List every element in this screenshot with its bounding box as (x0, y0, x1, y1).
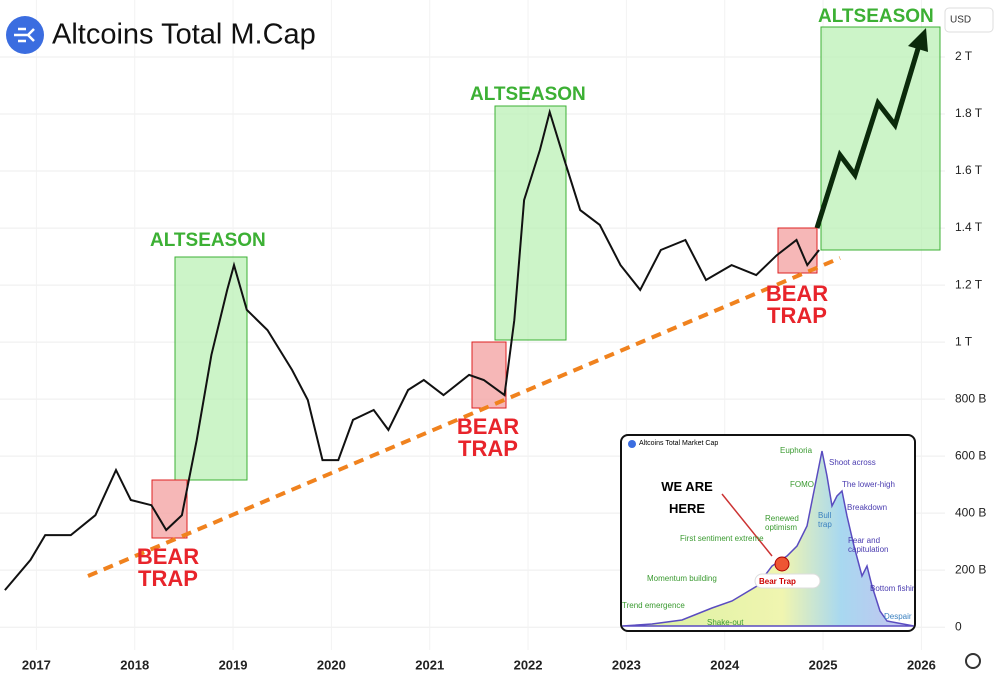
axes: 0 200 B 400 B 600 B 800 B 1 T 1.2 T 1.4 T 1.6 T 1… (22, 49, 986, 672)
x-tick-label: 2018 (120, 657, 149, 672)
inset-logo (628, 440, 636, 448)
bear-trap-label: BEAR TRAP (136, 544, 200, 591)
y-tick-label: 1.4 T (955, 220, 983, 234)
bear-trap-label: BEAR TRAP (456, 414, 520, 461)
currency-box[interactable] (944, 7, 994, 33)
x-tick-label: 2026 (907, 657, 936, 672)
stage-label: Euphoria (780, 446, 813, 455)
y-tick-label: 800 B (955, 391, 986, 405)
bear-trap-box (471, 341, 507, 409)
projection-arrow (814, 41, 923, 229)
stage-label: The lower-high (842, 480, 895, 489)
y-tick-label: 200 B (955, 562, 986, 576)
stage-label: Momentum building (647, 574, 717, 583)
y-tick-label: 1.2 T (955, 277, 983, 291)
y-tick-label: 1.8 T (955, 106, 983, 120)
x-tick-label: 2024 (710, 657, 740, 672)
stage-label: Bottom fishing (870, 584, 916, 593)
logo-mark (14, 27, 35, 43)
stage-label: Fear and capitulation (848, 536, 889, 554)
x-tick-label: 2022 (514, 657, 543, 672)
y-tick-label: 0 (955, 619, 962, 633)
altseason-box (174, 256, 248, 481)
altseason-box (494, 105, 567, 341)
bear-trap-label: BEAR TRAP (765, 281, 829, 328)
inset: Altcoins Total Market Cap WE ARE HERE Be… (620, 434, 916, 632)
x-tick-label: 2017 (22, 657, 51, 672)
cycle-curve (622, 450, 914, 627)
stage-label: Renewed optimism (765, 514, 799, 532)
altseason-label: ALTSEASON (818, 6, 934, 27)
stage-label: Despair (884, 612, 912, 621)
stage-label: Trend emergence (622, 601, 685, 610)
altseason-label: ALTSEASON (150, 230, 266, 251)
marker-label: Bear Trap (759, 577, 796, 586)
altseason-label: ALTSEASON (470, 84, 586, 105)
settings-icon[interactable] (965, 653, 981, 669)
stage-label: Breakdown (847, 503, 888, 512)
price-line (4, 108, 820, 591)
stage-label: Shoot across (829, 458, 876, 467)
trend-line (87, 256, 841, 578)
arrow-head (908, 28, 928, 52)
y-tick-label: 400 B (955, 505, 986, 519)
y-tick-label: 1.6 T (955, 163, 983, 177)
x-tick-label: 2021 (415, 657, 444, 672)
x-tick-label: 2023 (612, 657, 641, 672)
inset-curve (622, 440, 914, 627)
stage-label: Bull trap (818, 511, 832, 529)
pointer-label: WE ARE HERE (661, 479, 713, 517)
marker-dot (774, 556, 790, 572)
x-tick-label: 2019 (219, 657, 248, 672)
stage-label: First sentiment extreme (680, 534, 764, 543)
currency[interactable]: USD (950, 15, 971, 26)
marker-pill (754, 573, 821, 589)
y-tick-label: 2 T (955, 49, 973, 63)
bear-trap-box (151, 479, 188, 539)
x-tick-label: 2025 (809, 657, 838, 672)
inset-title: Altcoins Total Market Cap (639, 440, 719, 447)
x-tick-label: 2020 (317, 657, 346, 672)
y-tick-label: 1 T (955, 334, 973, 348)
pointer-line (721, 493, 773, 557)
stage-label: FOMO (790, 480, 814, 489)
y-tick-label: 600 B (955, 448, 986, 462)
altseason-box (820, 26, 941, 251)
stage-label: Shake-out (707, 618, 744, 627)
chart-title: Altcoins Total M.Cap (52, 19, 316, 51)
